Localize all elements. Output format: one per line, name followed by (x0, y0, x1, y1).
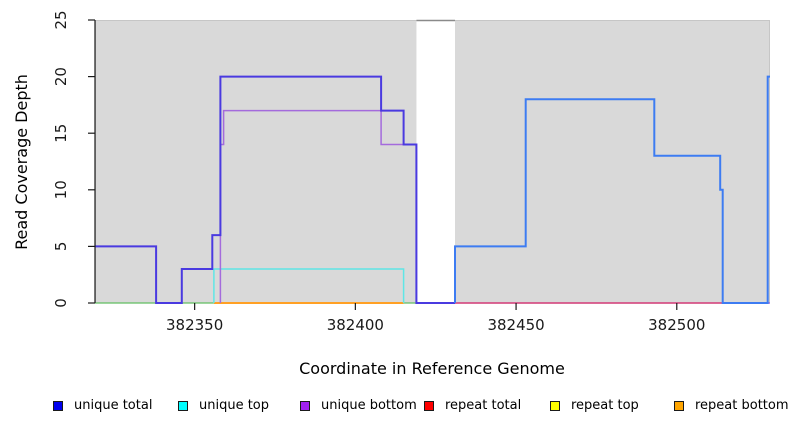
legend-item-repeat-total: repeat total (424, 398, 521, 414)
y-tick-label: 15 (52, 124, 70, 143)
x-tick-label: 382400 (327, 316, 384, 334)
y-tick-label: 10 (52, 180, 70, 199)
legend-label: repeat bottom (695, 398, 789, 413)
legend-label: unique bottom (321, 398, 417, 413)
coverage-gap (416, 11, 455, 303)
unique-total-swatch-icon (53, 401, 63, 411)
legend-label: unique top (199, 398, 270, 413)
series-unique-total-right-block- (454, 75, 770, 304)
legend-item-unique-bottom: unique bottom (300, 398, 417, 414)
series-unique-top (213, 268, 405, 303)
chart-legend: unique total unique top unique bottom re… (0, 398, 792, 418)
coverage-chart: 0 5 10 15 20 25 382350 382400 382450 382500 Coord… (12, 10, 770, 378)
y-tick-label: 0 (52, 298, 70, 308)
y-tick-label: 5 (52, 242, 70, 252)
legend-label: unique total (74, 398, 153, 413)
series-unique-total-left-block- (95, 75, 455, 304)
repeat-total-swatch-icon (424, 401, 434, 411)
repeat-top-swatch-icon (550, 401, 560, 411)
legend-label: repeat total (445, 398, 522, 413)
x-tick-label: 382450 (487, 316, 544, 334)
y-tick-label: 25 (52, 10, 70, 29)
y-axis-title: Read Coverage Depth (12, 74, 31, 250)
legend-label: repeat top (571, 398, 639, 413)
legend-item-repeat-bottom: repeat bottom (674, 398, 789, 414)
unique-top-swatch-icon (178, 401, 188, 411)
x-tick-label: 382500 (648, 316, 705, 334)
legend-item-unique-total: unique total (53, 398, 152, 414)
legend-item-unique-top: unique top (178, 398, 269, 414)
unique-bottom-swatch-icon (300, 401, 310, 411)
x-tick-label: 382350 (166, 316, 223, 334)
legend-item-repeat-top: repeat top (550, 398, 639, 414)
repeat-bottom-swatch-icon (674, 401, 684, 411)
x-axis-title: Coordinate in Reference Genome (299, 359, 565, 378)
y-tick-label: 20 (52, 67, 70, 86)
